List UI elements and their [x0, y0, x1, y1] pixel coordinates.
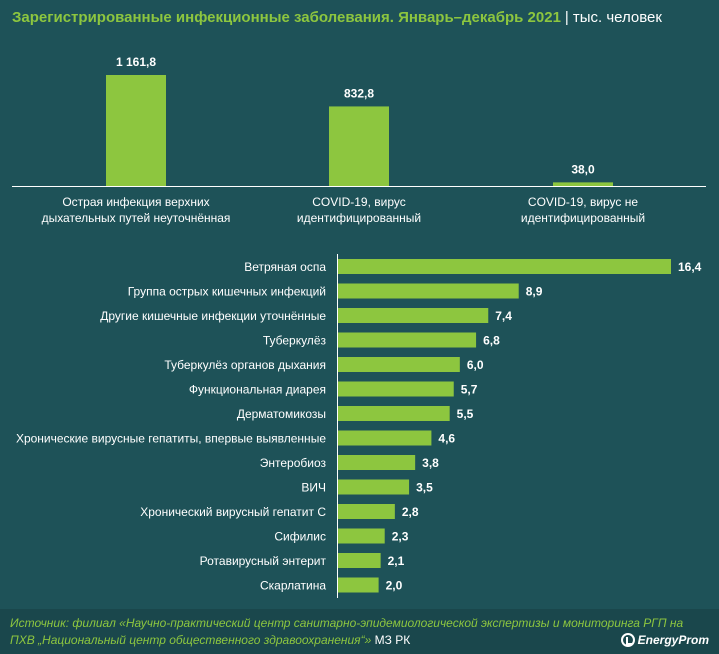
energyprom-logo-icon — [620, 633, 635, 647]
energyprom-logo: EnergyProm — [620, 633, 709, 647]
bottom-bar — [338, 381, 454, 397]
top-category-label: Острая инфекция верхних — [62, 195, 209, 209]
bottom-bar-value-label: 3,8 — [422, 456, 439, 470]
bottom-category-label: Ротавирусный энтерит — [200, 554, 327, 568]
top-bar-value-label: 832,8 — [344, 86, 374, 100]
top-bar-chart: 1 161,8 Острая инфекция верхних дыхательны… — [12, 55, 706, 225]
bottom-bar — [338, 357, 460, 372]
bottom-bar-value-label: 3,5 — [416, 481, 433, 495]
bottom-bar — [338, 259, 671, 274]
bottom-bar-value-label: 2,8 — [402, 505, 419, 519]
bottom-bar — [338, 308, 489, 323]
title-separator: | — [564, 9, 569, 26]
bottom-bar — [338, 406, 450, 421]
bottom-bar-value-label: 16,4 — [678, 260, 702, 274]
bottom-category-label: Другие кишечные инфекции уточнённые — [100, 309, 326, 323]
bottom-category-label: Функциональная диарея — [189, 383, 326, 397]
logo-text: EnergyProm — [637, 633, 709, 647]
source-org: ПХВ „Национальный центр общественного зд… — [10, 633, 372, 647]
bottom-bar-chart: Ветряная оспа 16,4 Группа острых кишечных … — [16, 254, 702, 598]
bottom-bar-value-label: 6,0 — [467, 358, 484, 372]
bottom-bar — [338, 430, 432, 446]
bottom-category-label: Хронический вирусный гепатит С — [140, 505, 326, 519]
bottom-category-label: Сифилис — [274, 530, 326, 544]
bottom-category-label: Группа острых кишечных инфекций — [128, 285, 326, 299]
bottom-category-label: Скарлатина — [260, 579, 326, 593]
top-category-label: COVID-19, вирус не — [528, 195, 638, 209]
footer: Источник: филиал «Научно-практический це… — [0, 609, 719, 654]
source-note: Источник: филиал «Научно-практический це… — [10, 615, 710, 649]
bottom-category-label: Энтеробиоз — [260, 456, 327, 470]
bottom-bar-value-label: 8,9 — [526, 285, 543, 299]
source-tail: МЗ РК — [374, 633, 411, 647]
bottom-bar-value-label: 7,4 — [495, 309, 512, 323]
bottom-bar — [338, 553, 381, 568]
top-bar — [106, 75, 166, 186]
bottom-category-label: Ветряная оспа — [244, 260, 326, 274]
chart-title-row: Зарегистрированные инфекционные заболева… — [12, 9, 712, 26]
top-bar — [553, 182, 613, 186]
bottom-bar — [338, 504, 395, 519]
bottom-category-label: Дерматомикозы — [237, 407, 326, 421]
bottom-category-label: Хронические вирусные гепатиты, впервые в… — [16, 432, 326, 446]
top-category-label: идентифицированный — [297, 211, 421, 225]
bottom-bar-value-label: 4,6 — [438, 432, 455, 446]
bottom-bar-value-label: 5,5 — [457, 407, 474, 421]
bottom-bar-value-label: 6,8 — [483, 334, 500, 348]
top-bar — [329, 106, 389, 186]
top-category-label: COVID-19, вирус — [312, 195, 406, 209]
top-bar-value-label: 1 161,8 — [116, 55, 156, 69]
bottom-bar — [338, 455, 416, 470]
bottom-category-label: ВИЧ — [301, 481, 326, 495]
chart-title: Зарегистрированные инфекционные заболева… — [12, 9, 561, 26]
charts-canvas: 1 161,8 Острая инфекция верхних дыхательны… — [12, 55, 706, 598]
bottom-bar — [338, 283, 519, 299]
top-category-label: дыхательных путей неуточнённая — [42, 211, 231, 225]
bottom-category-label: Туберкулёз органов дыхания — [164, 358, 326, 372]
bottom-category-label: Туберкулёз — [263, 334, 327, 348]
bottom-bar-value-label: 2,0 — [386, 579, 403, 593]
bottom-bar — [338, 332, 477, 348]
bottom-bar — [338, 528, 385, 544]
top-category-label: идентифицированный — [521, 211, 645, 225]
bottom-bar — [338, 577, 379, 593]
bottom-bar-value-label: 5,7 — [461, 383, 478, 397]
chart-unit: тыс. человек — [572, 9, 662, 26]
bottom-bar-value-label: 2,1 — [388, 554, 405, 568]
top-bar-value-label: 38,0 — [571, 162, 595, 176]
bottom-bar — [338, 479, 410, 495]
source-prefix: Источник: филиал «Научно-практический це… — [10, 616, 684, 630]
bottom-bar-value-label: 2,3 — [392, 530, 409, 544]
